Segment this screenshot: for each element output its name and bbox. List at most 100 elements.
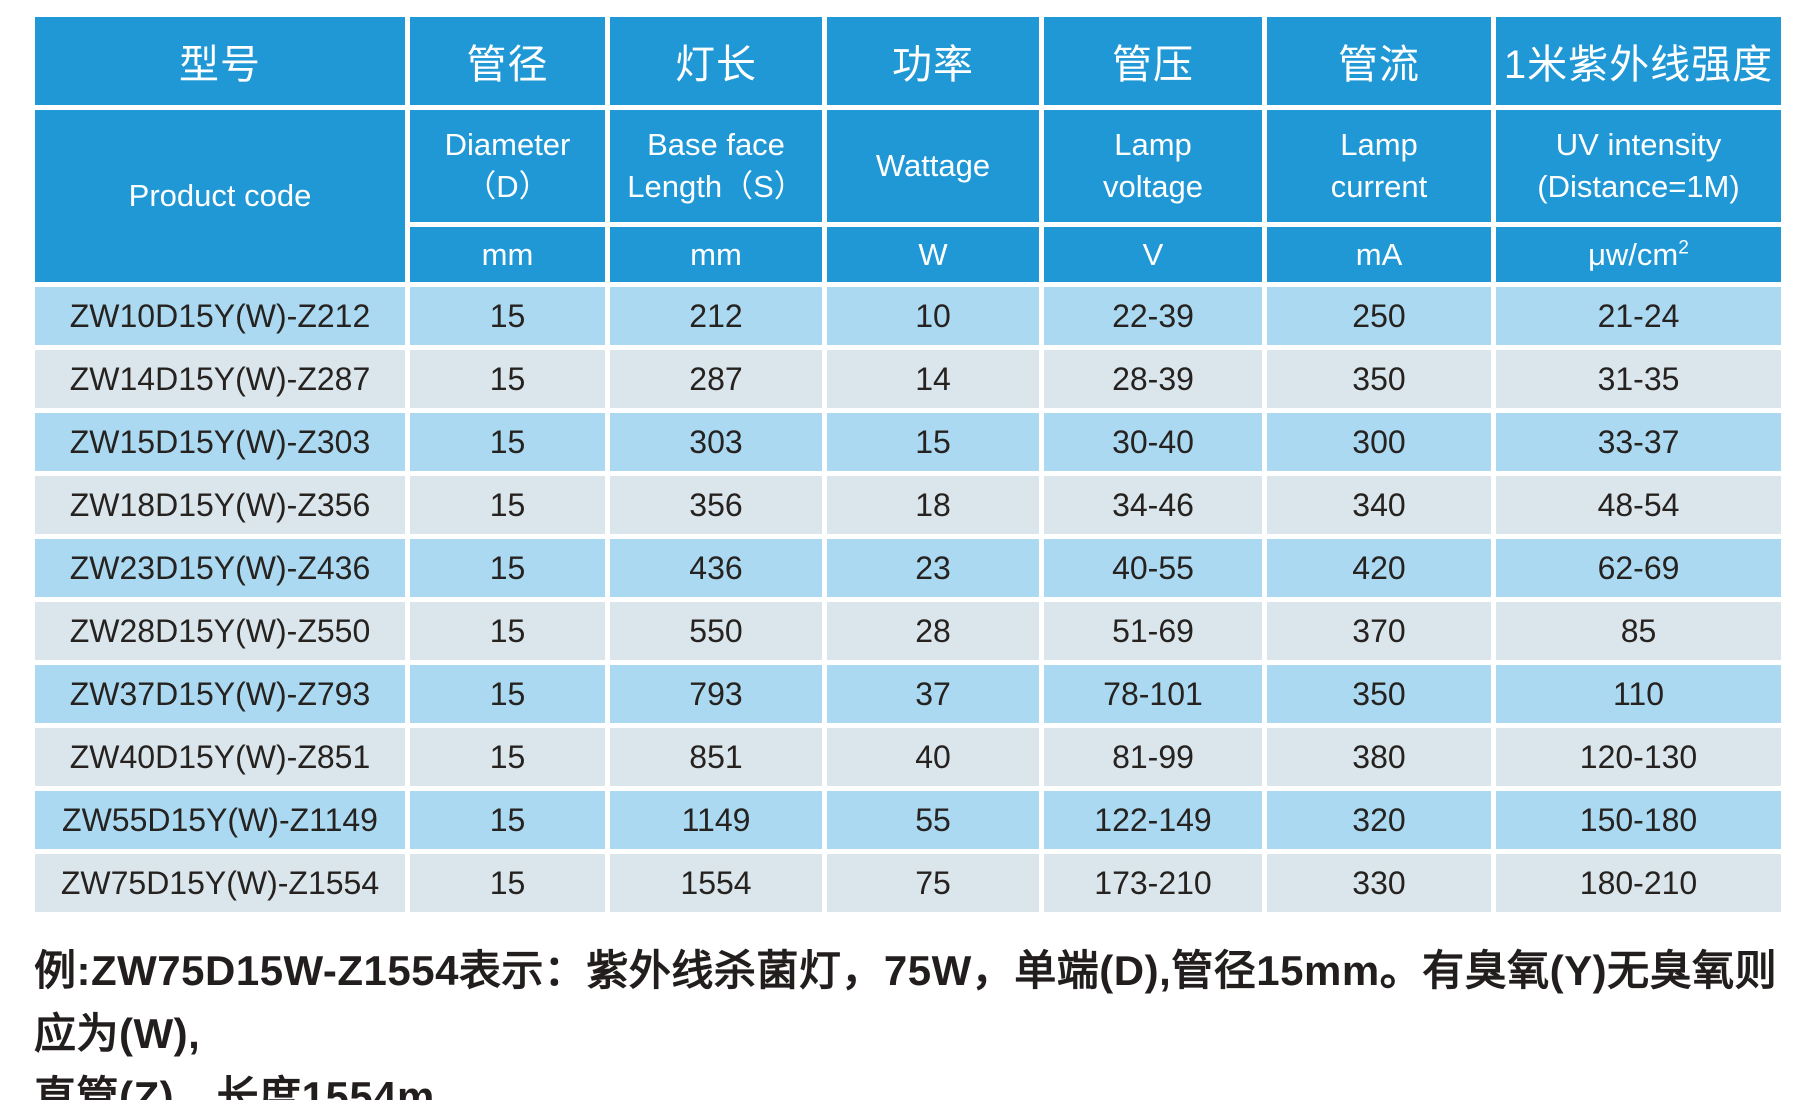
- cell-current: 350: [1267, 665, 1491, 723]
- cell-wattage: 10: [827, 287, 1039, 345]
- spec-row: ZW23D15Y(W)-Z436 15 436 23 40-55 420 62-…: [35, 539, 1781, 597]
- spec-row: ZW14D15Y(W)-Z287 15 287 14 28-39 350 31-…: [35, 350, 1781, 408]
- cell-product-code: ZW28D15Y(W)-Z550: [35, 602, 405, 660]
- unit-uv-base: μw/cm: [1588, 236, 1679, 272]
- cell-uv-intensity: 110: [1496, 665, 1781, 723]
- cell-diameter: 15: [410, 728, 605, 786]
- cell-product-code: ZW15D15Y(W)-Z303: [35, 413, 405, 471]
- cell-current: 350: [1267, 350, 1491, 408]
- col-header-en-diameter: Diameter （D）: [410, 110, 605, 222]
- cell-uv-intensity: 62-69: [1496, 539, 1781, 597]
- cell-wattage: 14: [827, 350, 1039, 408]
- spec-row: ZW15D15Y(W)-Z303 15 303 15 30-40 300 33-…: [35, 413, 1781, 471]
- cell-diameter: 15: [410, 287, 605, 345]
- cell-wattage: 40: [827, 728, 1039, 786]
- cell-diameter: 15: [410, 791, 605, 849]
- cell-diameter: 15: [410, 665, 605, 723]
- cell-voltage: 22-39: [1044, 287, 1262, 345]
- col-header-en-uv-intensity: UV intensity (Distance=1M): [1496, 110, 1781, 222]
- cell-uv-intensity: 120-130: [1496, 728, 1781, 786]
- col-header-en-current: Lamp current: [1267, 110, 1491, 222]
- col-header-zh-wattage: 功率: [827, 17, 1039, 105]
- col-header-zh-current: 管流: [1267, 17, 1491, 105]
- cell-product-code: ZW40D15Y(W)-Z851: [35, 728, 405, 786]
- col-header-en-wattage: Wattage: [827, 110, 1039, 222]
- col-header-zh-uv-intensity: 1米紫外线强度: [1496, 17, 1781, 105]
- cell-uv-intensity: 48-54: [1496, 476, 1781, 534]
- cell-voltage: 34-46: [1044, 476, 1262, 534]
- cell-product-code: ZW75D15Y(W)-Z1554: [35, 854, 405, 912]
- unit-diameter: mm: [410, 227, 605, 282]
- unit-voltage: V: [1044, 227, 1262, 282]
- footnote-line-2: 直管(Z)，长度1554m: [34, 1073, 435, 1100]
- cell-product-code: ZW37D15Y(W)-Z793: [35, 665, 405, 723]
- cell-uv-intensity: 85: [1496, 602, 1781, 660]
- unit-current: mA: [1267, 227, 1491, 282]
- unit-uv-intensity: μw/cm2: [1496, 227, 1781, 282]
- cell-diameter: 15: [410, 350, 605, 408]
- col-header-zh-length: 灯长: [610, 17, 822, 105]
- col-header-en-length: Base face Length（S）: [610, 110, 822, 222]
- spec-row: ZW10D15Y(W)-Z212 15 212 10 22-39 250 21-…: [35, 287, 1781, 345]
- cell-voltage: 81-99: [1044, 728, 1262, 786]
- cell-voltage: 40-55: [1044, 539, 1262, 597]
- cell-current: 300: [1267, 413, 1491, 471]
- cell-length: 356: [610, 476, 822, 534]
- cell-length: 793: [610, 665, 822, 723]
- cell-voltage: 173-210: [1044, 854, 1262, 912]
- cell-length: 303: [610, 413, 822, 471]
- spec-row: ZW37D15Y(W)-Z793 15 793 37 78-101 350 11…: [35, 665, 1781, 723]
- spec-row: ZW75D15Y(W)-Z1554 15 1554 75 173-210 330…: [35, 854, 1781, 912]
- cell-product-code: ZW23D15Y(W)-Z436: [35, 539, 405, 597]
- cell-diameter: 15: [410, 476, 605, 534]
- cell-uv-intensity: 21-24: [1496, 287, 1781, 345]
- cell-diameter: 15: [410, 602, 605, 660]
- cell-product-code: ZW14D15Y(W)-Z287: [35, 350, 405, 408]
- cell-wattage: 15: [827, 413, 1039, 471]
- uv-lamp-spec-table: 型号 管径 灯长 功率 管压 管流 1米紫外线强度 Product code D…: [30, 12, 1786, 917]
- header-row-units: mm mm W V mA μw/cm2: [35, 227, 1781, 282]
- spec-row: ZW28D15Y(W)-Z550 15 550 28 51-69 370 85: [35, 602, 1781, 660]
- header-row-zh: 型号 管径 灯长 功率 管压 管流 1米紫外线强度: [35, 17, 1781, 105]
- unit-length: mm: [610, 227, 822, 282]
- cell-current: 330: [1267, 854, 1491, 912]
- cell-wattage: 75: [827, 854, 1039, 912]
- table-header: 型号 管径 灯长 功率 管压 管流 1米紫外线强度 Product code D…: [35, 17, 1781, 282]
- col-header-zh-model: 型号: [35, 17, 405, 105]
- cell-current: 370: [1267, 602, 1491, 660]
- cell-length: 287: [610, 350, 822, 408]
- cell-diameter: 15: [410, 854, 605, 912]
- cell-wattage: 55: [827, 791, 1039, 849]
- cell-product-code: ZW55D15Y(W)-Z1149: [35, 791, 405, 849]
- cell-current: 250: [1267, 287, 1491, 345]
- unit-wattage: W: [827, 227, 1039, 282]
- cell-wattage: 18: [827, 476, 1039, 534]
- cell-diameter: 15: [410, 413, 605, 471]
- cell-uv-intensity: 180-210: [1496, 854, 1781, 912]
- cell-length: 1554: [610, 854, 822, 912]
- cell-voltage: 78-101: [1044, 665, 1262, 723]
- cell-voltage: 28-39: [1044, 350, 1262, 408]
- cell-uv-intensity: 31-35: [1496, 350, 1781, 408]
- col-header-en-product-code: Product code: [35, 110, 405, 282]
- cell-wattage: 37: [827, 665, 1039, 723]
- cell-current: 420: [1267, 539, 1491, 597]
- table-body: ZW10D15Y(W)-Z212 15 212 10 22-39 250 21-…: [35, 287, 1781, 912]
- cell-length: 550: [610, 602, 822, 660]
- cell-wattage: 23: [827, 539, 1039, 597]
- col-header-zh-voltage: 管压: [1044, 17, 1262, 105]
- spec-row: ZW55D15Y(W)-Z1149 15 1149 55 122-149 320…: [35, 791, 1781, 849]
- cell-length: 436: [610, 539, 822, 597]
- cell-diameter: 15: [410, 539, 605, 597]
- spec-row: ZW18D15Y(W)-Z356 15 356 18 34-46 340 48-…: [35, 476, 1781, 534]
- cell-current: 320: [1267, 791, 1491, 849]
- cell-voltage: 30-40: [1044, 413, 1262, 471]
- footnote: 例:ZW75D15W-Z1554表示：紫外线杀菌灯，75W，单端(D),管径15…: [34, 939, 1786, 1100]
- cell-uv-intensity: 33-37: [1496, 413, 1781, 471]
- cell-voltage: 122-149: [1044, 791, 1262, 849]
- cell-product-code: ZW10D15Y(W)-Z212: [35, 287, 405, 345]
- spec-row: ZW40D15Y(W)-Z851 15 851 40 81-99 380 120…: [35, 728, 1781, 786]
- col-header-en-voltage: Lamp voltage: [1044, 110, 1262, 222]
- cell-length: 851: [610, 728, 822, 786]
